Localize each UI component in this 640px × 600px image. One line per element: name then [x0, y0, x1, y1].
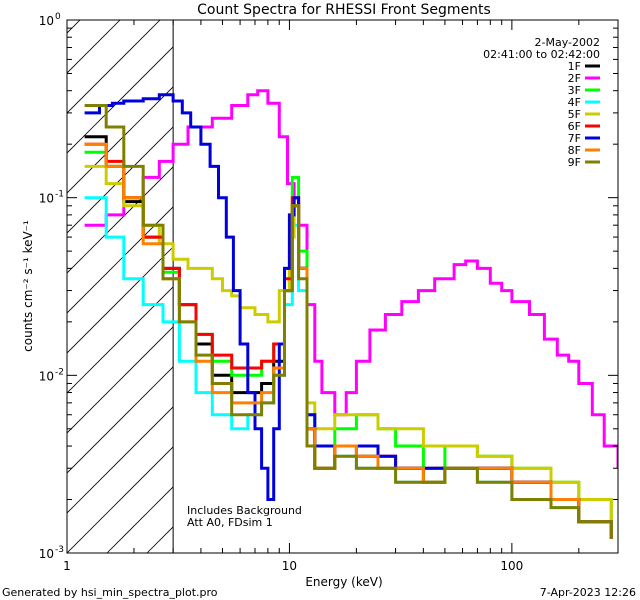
annotation-background: Includes Background — [187, 504, 302, 517]
legend-label-7F: 7F — [568, 132, 581, 145]
hatch-line — [67, 86, 174, 194]
chart-title: Count Spectra for RHESSI Front Segments — [197, 2, 491, 18]
legend-label-1F: 1F — [568, 60, 581, 73]
legend-time-range: 02:41:00 to 02:42:00 — [483, 48, 600, 61]
footer-timestamp: 7-Apr-2023 12:26 — [540, 586, 636, 599]
hatch-line — [146, 526, 174, 553]
y-tick-label: 10 — [39, 547, 54, 561]
series-9F-line — [84, 104, 613, 539]
series-group — [84, 89, 618, 539]
hatch-line — [106, 486, 174, 553]
y-tick-exponent: -1 — [55, 190, 64, 200]
legend-label-3F: 3F — [568, 84, 581, 97]
x-axis-label: Energy (keV) — [305, 575, 382, 589]
attenuator-hatch-region — [0, 0, 174, 553]
plot-frame — [66, 19, 619, 554]
series-3F-line — [84, 150, 613, 522]
hatch-line — [67, 406, 174, 514]
hatch-line — [67, 20, 161, 114]
y-axis-label: counts cm⁻² s⁻¹ keV⁻¹ — [21, 220, 35, 352]
hatch-line — [0, 0, 107, 553]
legend-label-2F: 2F — [568, 72, 581, 85]
series-7F-line — [84, 93, 613, 539]
series-6F-line — [84, 142, 613, 539]
legend-label-9F: 9F — [568, 156, 581, 169]
y-tick-exponent: -3 — [55, 545, 64, 555]
x-tick-label: 10 — [282, 559, 297, 573]
series-8F-line — [84, 142, 613, 539]
hatch-line — [67, 446, 174, 553]
y-tick-exponent: 0 — [55, 12, 61, 22]
series-2F-line — [84, 89, 618, 469]
hatch-line — [67, 366, 174, 474]
hatch-line — [67, 206, 174, 314]
legend-label-6F: 6F — [568, 120, 581, 133]
legend-date: 2-May-2002 — [535, 36, 600, 49]
hatch-line — [67, 286, 174, 394]
hatch-line — [67, 166, 174, 274]
series-1F-line — [84, 135, 613, 539]
series-5F-line — [84, 164, 613, 522]
y-tick-exponent: -2 — [55, 367, 64, 377]
legend-label-4F: 4F — [568, 96, 581, 109]
x-tick-label: 1 — [63, 559, 71, 573]
hatch-line — [67, 20, 121, 74]
x-axis: 1 10 100 — [63, 20, 619, 573]
legend-label-5F: 5F — [568, 108, 581, 121]
hatch-line — [67, 246, 174, 354]
legend-label-8F: 8F — [568, 144, 581, 157]
footer-generated-by: Generated by hsi_min_spectra_plot.pro — [2, 586, 218, 599]
hatch-line — [67, 46, 174, 154]
y-tick-label: 10 — [39, 369, 54, 383]
y-tick-label: 10 — [39, 192, 54, 206]
x-tick-label: 100 — [500, 559, 523, 573]
y-tick-label: 10 — [39, 14, 54, 28]
annotation-attenuator: Att A0, FDsim 1 — [187, 516, 273, 529]
